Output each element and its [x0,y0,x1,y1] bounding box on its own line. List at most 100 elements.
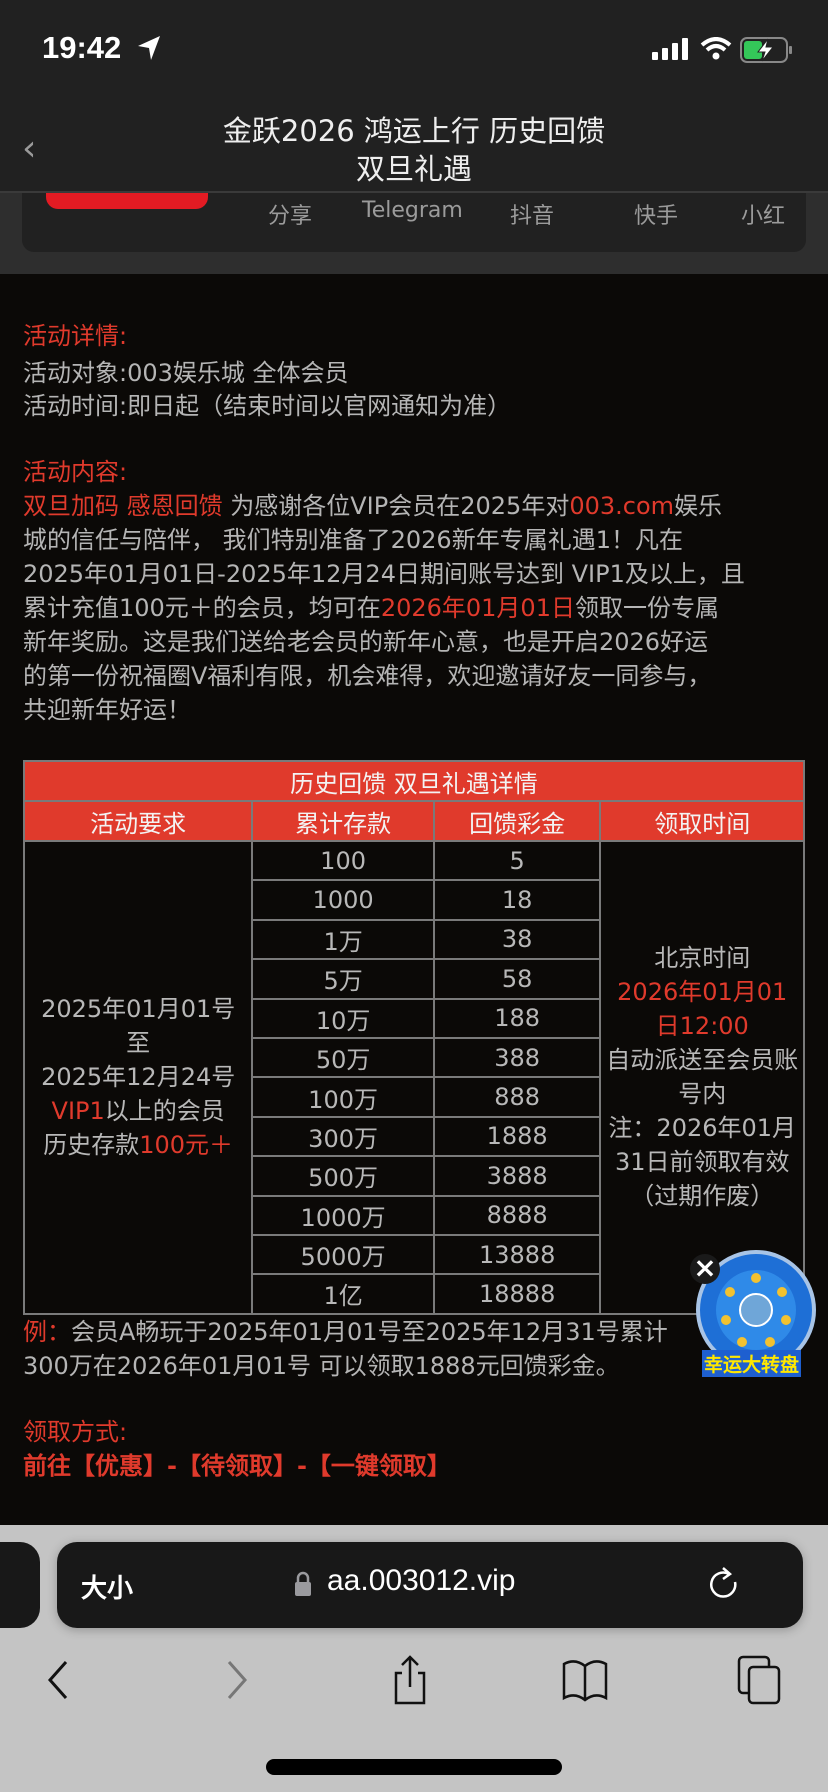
bonus-cell: 38 [432,918,602,961]
share-item-share[interactable]: 分享 [268,204,313,229]
example-line-2: 300万在2026年01月01号 可以领取1888元回馈彩金。 [23,1352,620,1380]
bonus-cell: 8888 [432,1194,602,1236]
content-heading: 活动内容: [23,458,128,486]
rewards-table: 历史回馈 双旦礼遇详情 活动要求 累计存款 回馈彩金 领取时间 2025年01月… [22,760,805,1315]
lock-icon [295,1571,311,1596]
claim-time-cell: 北京时间 2026年01月01日12:00 自动派送至会员账号内 注：2026年01月… [599,840,805,1315]
bonus-cell: 3888 [432,1155,602,1197]
share-item-kuaishou[interactable]: 快手 [634,204,679,229]
deposit-cell: 1万 [251,918,435,961]
page-header: ‹ 金跃2026 鸿运上行 历史回馈 双旦礼遇 [0,100,828,193]
table-row: 500万 3888 [24,1155,804,1197]
req-line: 历史存款100元＋ [25,1128,251,1162]
back-button[interactable] [33,1650,83,1710]
deposit-cell: 50万 [251,1036,435,1079]
claim-date: 2026年01月01日 [380,594,575,622]
target-label: 活动对象: [23,359,128,387]
time-line: 活动时间:即日起（结束时间以官网通知为准） [23,388,511,425]
status-bar: 19:42 [0,0,828,100]
bonus-cell: 188 [432,997,602,1039]
table-row: 100万 888 [24,1076,804,1118]
bonus-cell: 1888 [432,1115,602,1158]
share-item-douyin[interactable]: 抖音 [510,204,555,229]
example-label: 例： [23,1318,71,1346]
claim-steps: 前往【优惠】-【待领取】-【一键领取】 [23,1452,451,1480]
example-line-1: 例：会员A畅玩于2025年01月01号至2025年12月31号累计 [23,1314,668,1351]
claim-heading: 领取方式: [23,1418,128,1446]
table-row: 5000万 13888 [24,1233,804,1276]
lucky-wheel-icon [696,1250,816,1370]
req-line: 2025年01月01号 [41,995,236,1024]
bonus-cell: 388 [432,1036,602,1079]
wifi-icon [700,37,732,60]
claim-datetime: 2026年01月01日12:00 [617,978,788,1041]
deposit-cell: 1000万 [251,1194,435,1236]
content-line-4: 累计充值100元＋的会员，均可在2026年01月01日领取一份专属 [23,590,719,627]
time-label: 活动时间: [23,392,128,420]
claim-note: 注：2026年01月31日前领取有效 [608,1114,797,1177]
header-bonus: 回馈彩金 [432,800,602,842]
red-action-button[interactable] [46,193,208,209]
site-link[interactable]: 003.com [569,492,675,520]
content-line-1: 双旦加码 感恩回馈 为感谢各位VIP会员在2025年对003.com娱乐 [23,488,722,525]
forward-button[interactable] [212,1650,262,1710]
target-value: 003娱乐城 全体会员 [127,359,349,387]
deposit-cell: 1000 [251,879,435,921]
req-line: 2025年12月24号 [41,1063,236,1092]
tabs-button[interactable] [735,1650,785,1710]
reload-icon[interactable] [709,1566,741,1604]
deposit-cell: 500万 [251,1155,435,1197]
close-icon[interactable]: × [690,1254,720,1284]
claim-line: 自动派送至会员账号内 [606,1046,799,1109]
table-row: 2025年01月01号至 2025年12月24号 VIP1以上的会员 历史存款100元… [22,839,805,1315]
share-item-telegram[interactable]: Telegram [362,198,463,223]
deposit-cell: 5000万 [251,1233,435,1276]
page-title: 金跃2026 鸿运上行 历史回馈 [222,114,606,148]
text-size-button[interactable]: 大小 [81,1574,134,1604]
table-row: 300万 1888 [24,1115,804,1158]
bookmarks-button[interactable] [560,1650,610,1710]
header-claim-time: 领取时间 [599,800,805,842]
home-indicator [266,1759,562,1775]
table-row: 1000万 8888 [24,1194,804,1236]
content-line-7: 共迎新年好运！ [23,696,191,724]
req-text: 历史存款 [43,1131,140,1160]
content-text: 娱乐 [674,492,723,520]
deposit-cell: 5万 [251,958,435,1000]
details-heading: 活动详情: [23,322,128,350]
battery-charging-icon [740,37,792,63]
chevron-left-icon [47,1661,68,1699]
content-line-5: 新年奖励。这是我们送给老会员的新年心意，也是开启2026好运 [23,628,709,656]
back-chevron-icon[interactable]: ‹ [22,128,37,169]
bonus-cell: 888 [432,1076,602,1118]
example-text: 会员A畅玩于2025年01月01号至2025年12月31号累计 [71,1318,668,1346]
book-icon [562,1660,608,1702]
table-row: 50万 388 [24,1036,804,1079]
table-row: 10万 188 [24,997,804,1039]
deposit-cell: 10万 [251,997,435,1039]
content-text: 累计充值100元＋的会员，均可在 [23,594,381,622]
content-line-3: 2025年01月01日-2025年12月24日期间账号达到 VIP1及以上，且 [23,560,745,588]
table-title: 历史回馈 双旦礼遇详情 [23,760,805,802]
content-text: 领取一份专属 [574,594,719,622]
content-text: 为感谢各位VIP会员在2025年对 [222,492,570,520]
claim-note: （过期作废） [630,1182,775,1211]
claim-line: 北京时间 [654,944,751,973]
bonus-cell: 5 [432,839,602,882]
share-button[interactable] [385,1650,435,1710]
lucky-wheel-widget[interactable]: × 幸运大转盘 [690,1250,818,1378]
table-row: 5万 58 [24,958,804,1000]
location-arrow-icon [138,36,160,60]
req-text: 以上的会员 [104,1097,225,1126]
table-row: 1000 18 [24,879,804,921]
deposit-cell: 100 [251,839,435,882]
previous-tab-peek[interactable] [0,1542,40,1628]
share-item-xiaohongshu[interactable]: 小红 [741,204,786,229]
req-line: 至 [126,1029,151,1058]
address-bar[interactable]: 大小 aa.003012.vip [57,1542,803,1628]
requirement-cell: 2025年01月01号至 2025年12月24号 VIP1以上的会员 历史存款100元… [22,840,254,1315]
url-text[interactable]: aa.003012.vip [327,1564,516,1597]
chevron-right-icon [227,1661,248,1699]
bonus-cell: 58 [432,958,602,1000]
target-line: 活动对象:003娱乐城 全体会员 [23,355,349,392]
